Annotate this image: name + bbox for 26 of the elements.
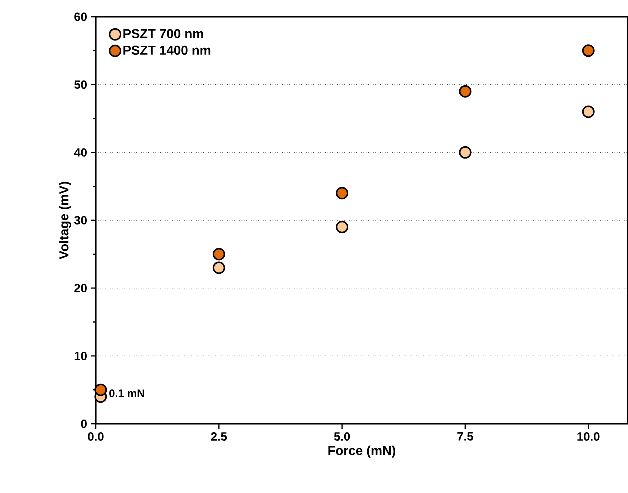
point (459, 146, 472, 159)
annotation: 0.1 mN (110, 390, 144, 398)
y-tick-label: 0 (81, 420, 87, 428)
x-tick-label: 7.5 (458, 432, 474, 441)
x-tick-label: 10.0 (578, 432, 600, 441)
x-tick-label: 2.5 (211, 432, 228, 441)
point (459, 85, 472, 98)
x-tick-label: 5.0 (334, 432, 350, 441)
point (336, 221, 349, 234)
point (582, 44, 595, 58)
y-axis-title: Voltage (mV) (59, 182, 72, 260)
y-tick-label: 60 (74, 12, 87, 22)
y-tick-label: 50 (74, 80, 87, 90)
y-tick-label: 10 (74, 352, 87, 360)
x-axis-title: Force (mN) (328, 446, 396, 458)
point (212, 248, 226, 261)
y-tick-label: 40 (74, 148, 87, 157)
legend-label: PSZT 700 nm (124, 29, 204, 38)
point (336, 187, 349, 200)
x-tick-label: 0.0 (88, 432, 104, 441)
point (212, 262, 226, 274)
y-tick-label: 30 (74, 216, 87, 225)
point (94, 384, 108, 396)
y-tick-label: 20 (74, 284, 87, 293)
legend-label: PSZT 1400 nm (124, 46, 211, 56)
point (582, 106, 595, 118)
